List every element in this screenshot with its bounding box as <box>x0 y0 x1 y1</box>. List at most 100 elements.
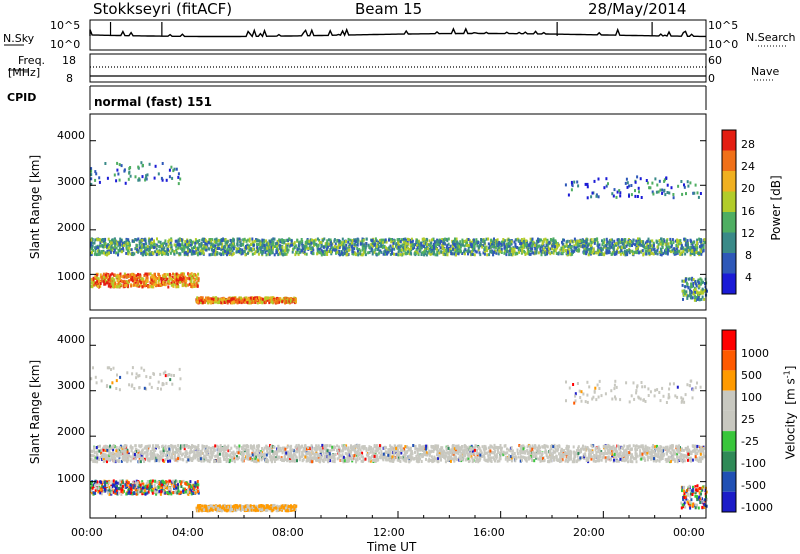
scatter-cell <box>429 244 432 248</box>
scatter-cell <box>503 250 506 254</box>
scatter-cell <box>680 246 683 250</box>
scatter-cell <box>616 238 619 242</box>
x-tick-1600: 16:00 <box>473 526 505 539</box>
scatter-cell <box>567 193 570 197</box>
scatter-cell <box>628 184 631 188</box>
scatter-cell <box>288 299 291 303</box>
scatter-cell <box>127 238 130 242</box>
scatter-cell <box>671 238 674 242</box>
scatter-cell <box>569 243 571 247</box>
scatter-cell <box>347 248 350 252</box>
scatter-cell <box>561 242 564 246</box>
scatter-cell <box>186 249 189 253</box>
scatter-cell <box>228 253 231 256</box>
scatter-cell <box>135 250 138 254</box>
scatter-cell <box>230 301 233 305</box>
scatter-cell <box>310 241 313 245</box>
scatter-cell <box>521 247 523 251</box>
scatter-cell <box>305 252 308 256</box>
scatter-cell <box>141 285 144 289</box>
scatter-cell <box>270 238 273 242</box>
scatter-cell <box>624 251 627 255</box>
scatter-cell <box>664 458 667 461</box>
scatter-cell <box>622 242 625 246</box>
scatter-cell <box>540 253 543 257</box>
scatter-cell <box>326 239 329 243</box>
scatter-cell <box>196 284 199 288</box>
scatter-cell <box>96 238 99 242</box>
scatter-cell <box>131 252 134 256</box>
scatter-cell <box>270 245 273 249</box>
scatter-cell <box>284 249 287 253</box>
scatter-cell <box>566 239 569 243</box>
scatter-cell <box>426 243 429 246</box>
scatter-cell <box>102 239 105 243</box>
scatter-cell <box>697 251 700 255</box>
scatter-cell <box>169 251 172 255</box>
scatter-cell <box>371 249 374 253</box>
scatter-cell <box>362 238 365 242</box>
scatter-cell <box>686 239 689 243</box>
scatter-cell <box>496 446 498 449</box>
scatter-cell <box>160 277 163 281</box>
scatter-cell <box>235 300 237 304</box>
scatter-cell <box>226 247 229 251</box>
scatter-cell <box>397 245 400 249</box>
scatter-cell <box>338 246 341 249</box>
scatter-cell <box>416 240 419 244</box>
scatter-cell <box>320 248 323 252</box>
scatter-cell <box>247 251 249 255</box>
scatter-cell <box>185 279 188 283</box>
freq-unit-label: [MHz] <box>8 66 41 79</box>
scatter-cell <box>660 237 662 241</box>
scatter-cell <box>545 240 548 244</box>
scatter-cell <box>248 248 251 252</box>
scatter-cell <box>467 246 470 250</box>
scatter-cell <box>615 243 617 247</box>
scatter-cell <box>175 248 178 252</box>
scatter-cell <box>156 249 159 253</box>
scatter-cell <box>356 247 359 250</box>
scatter-cell <box>675 250 678 254</box>
scatter-cell <box>404 251 407 255</box>
scatter-cell <box>549 252 552 256</box>
scatter-cell <box>93 241 96 245</box>
scatter-cell <box>329 248 332 252</box>
scatter-cell <box>694 287 697 291</box>
scatter-cell <box>420 243 423 247</box>
scatter-cell <box>412 246 415 250</box>
scatter-cell <box>453 252 456 256</box>
scatter-cell <box>242 238 245 242</box>
scatter-cell <box>98 249 101 253</box>
scatter-cell <box>143 451 146 455</box>
scatter-cell <box>549 453 552 457</box>
scatter-cell <box>467 252 469 256</box>
scatter-cell <box>485 237 488 241</box>
scatter-cell <box>91 238 94 241</box>
scatter-cell <box>345 240 347 243</box>
scatter-cell <box>214 246 216 249</box>
scatter-cell <box>214 251 217 255</box>
scatter-cell <box>356 243 359 247</box>
scatter-cell <box>426 238 429 242</box>
scatter-cell <box>295 297 297 301</box>
scatter-cell <box>220 245 223 249</box>
scatter-cell <box>172 279 175 283</box>
scatter-cell <box>487 454 490 458</box>
scatter-cell <box>155 243 158 247</box>
scatter-cell <box>121 244 124 247</box>
scatter-cell <box>350 242 353 245</box>
scatter-cell <box>442 241 445 245</box>
scatter-cell <box>628 249 631 252</box>
scatter-cell <box>470 252 473 256</box>
scatter-cell <box>329 240 332 244</box>
scatter-cell <box>248 244 251 248</box>
scatter-cell <box>308 457 311 461</box>
scatter-cell <box>265 239 268 243</box>
scatter-cell <box>280 250 283 254</box>
scatter-cell <box>322 252 324 256</box>
scatter-cell <box>591 449 594 453</box>
scatter-cell <box>573 180 576 184</box>
scatter-cell <box>686 180 689 184</box>
scatter-cell <box>195 247 197 251</box>
